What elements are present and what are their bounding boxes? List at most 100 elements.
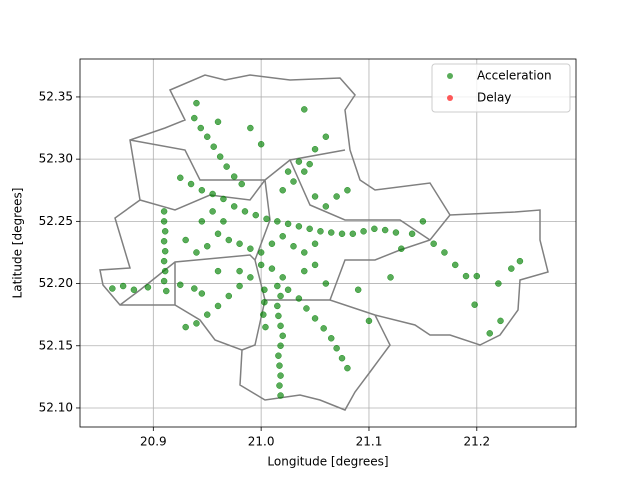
point — [214, 267, 222, 275]
point — [257, 140, 265, 148]
point — [109, 285, 116, 292]
point — [263, 215, 270, 223]
point — [322, 280, 330, 287]
y-tick-label: 52.10 — [39, 400, 73, 414]
point — [160, 257, 168, 265]
point — [284, 220, 292, 228]
point — [365, 317, 373, 325]
point — [203, 133, 211, 141]
point — [311, 315, 319, 322]
point — [311, 261, 319, 269]
point — [279, 233, 286, 240]
point — [252, 211, 260, 219]
point — [279, 187, 286, 194]
point — [262, 323, 269, 331]
x-tick-label: 20.9 — [140, 435, 167, 449]
y-tick-label: 52.15 — [39, 338, 73, 352]
point — [203, 242, 211, 250]
point — [301, 267, 308, 275]
point — [119, 282, 127, 290]
y-tick-label: 52.35 — [39, 89, 73, 103]
point — [161, 228, 169, 235]
point — [230, 173, 238, 180]
point — [210, 143, 217, 150]
point — [130, 286, 138, 294]
point — [344, 187, 351, 194]
point — [216, 153, 224, 160]
point — [338, 230, 346, 238]
point — [354, 286, 362, 294]
point — [160, 277, 168, 285]
point — [198, 290, 206, 297]
point — [163, 287, 170, 295]
point — [236, 282, 243, 290]
point — [333, 193, 340, 200]
point — [197, 124, 205, 132]
point — [344, 364, 351, 372]
point — [230, 203, 238, 210]
point — [191, 114, 198, 122]
marks — [109, 99, 524, 399]
point — [327, 335, 335, 342]
legend-marker — [447, 73, 453, 79]
legend-marker — [447, 95, 453, 101]
point — [161, 247, 169, 255]
point — [236, 267, 243, 275]
point — [209, 208, 216, 215]
point — [277, 372, 284, 379]
plot-frame — [79, 58, 577, 428]
point — [203, 311, 211, 318]
point — [182, 323, 189, 331]
point — [274, 218, 281, 225]
point — [473, 272, 481, 280]
point — [261, 298, 268, 306]
point — [144, 284, 152, 291]
point — [193, 99, 200, 107]
point — [284, 286, 292, 294]
point — [261, 286, 268, 294]
point — [338, 354, 346, 362]
point — [301, 168, 308, 175]
point — [268, 265, 276, 272]
point — [214, 118, 222, 126]
point — [387, 274, 394, 281]
point — [247, 274, 254, 281]
point — [371, 225, 378, 233]
point — [247, 245, 254, 252]
point — [257, 261, 265, 269]
x-tick-label: 21.2 — [463, 435, 490, 449]
point — [430, 240, 437, 247]
point — [333, 344, 340, 352]
point — [495, 280, 502, 287]
point — [471, 301, 478, 308]
y-tick-label: 52.30 — [39, 152, 73, 166]
point — [276, 362, 283, 369]
x-tick-label: 21.0 — [248, 435, 275, 449]
point — [295, 158, 303, 165]
point — [381, 226, 389, 234]
point — [277, 322, 284, 330]
point — [268, 240, 276, 247]
point — [306, 160, 313, 168]
point — [257, 249, 265, 256]
point — [191, 285, 198, 292]
point — [486, 330, 493, 337]
point — [322, 203, 330, 210]
point — [241, 208, 249, 215]
point — [275, 352, 282, 359]
point — [451, 261, 459, 269]
point — [193, 249, 200, 256]
point — [301, 249, 308, 256]
point — [290, 178, 297, 185]
point — [223, 163, 230, 170]
point — [198, 218, 206, 225]
point — [398, 245, 405, 252]
point — [322, 133, 330, 141]
point — [392, 229, 400, 236]
point — [279, 332, 286, 340]
point — [311, 240, 319, 247]
point — [220, 195, 227, 203]
legend: Acceleration Delay — [431, 63, 571, 113]
point — [301, 106, 308, 113]
point — [275, 312, 282, 320]
